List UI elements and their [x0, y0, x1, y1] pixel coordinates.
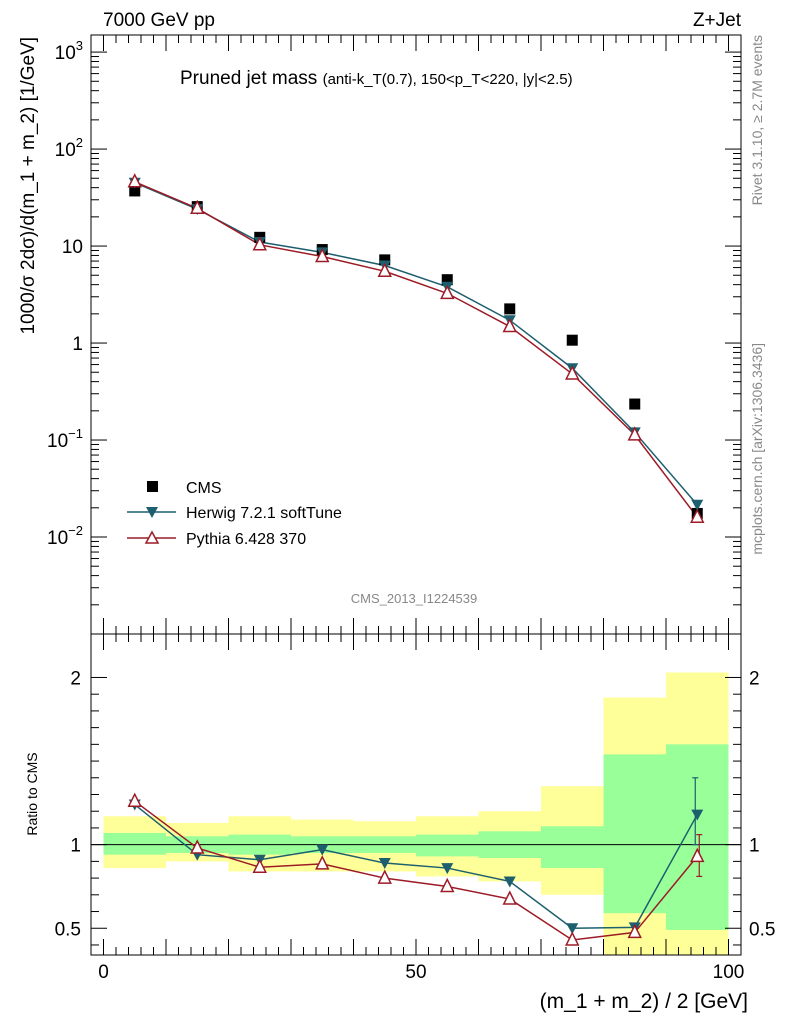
herwig-ratio-point: [691, 809, 704, 821]
main-y-axis-title: 1000/σ 2dσ)/d(m_1 + m_2) [1/GeV]: [18, 37, 39, 335]
energy-label: 7000 GeV pp: [103, 10, 215, 31]
main-y-tick-label: 1: [72, 334, 83, 355]
herwig-ratio-point: [503, 876, 516, 888]
ratio-y-tick-label-right: 0.5: [749, 919, 775, 940]
ratio-y-tick-label: 1: [70, 836, 81, 857]
ratio-y-tick-label-right: 2: [749, 668, 760, 689]
ratio-stat-uncertainty-band: [666, 744, 729, 930]
pythia-ratio-point: [565, 931, 580, 946]
pythia-ratio-point: [690, 847, 705, 863]
plot-title: Pruned jet mass (anti-k_T(0.7), 150<p_T<…: [180, 68, 573, 89]
x-tick-label: 0: [98, 962, 109, 983]
ratio-stat-uncertainty-band: [603, 754, 666, 914]
pythia-main-point: [565, 365, 580, 380]
pythia-main-point: [440, 284, 455, 300]
legend-herwig-marker: [146, 507, 158, 518]
pythia-ratio-point: [502, 890, 517, 905]
legend-cms-label: CMS: [186, 480, 222, 497]
herwig-main-line: [134, 182, 698, 506]
ratio-y-tick-label-right: 1: [749, 836, 760, 857]
ratio-panel: 0.5 0.5 1 1 2 2 0 50 100 Ratio to CMS (m_1 + m_…: [24, 633, 775, 1013]
cms-main-point: [441, 274, 453, 286]
plot-title-detail: (anti-k_T(0.7), 150<p_T<220, |y|<2.5): [323, 71, 573, 88]
pythia-ratio-line: [134, 800, 698, 941]
cms-main-point: [129, 185, 141, 197]
main-y-tick-label: 10−2: [47, 523, 83, 549]
plot-title-main: Pruned jet mass: [180, 68, 317, 89]
pythia-main-point: [502, 317, 517, 333]
legend-pythia-marker: [144, 530, 160, 544]
pythia-ratio-point: [315, 855, 330, 870]
pythia-ratio-point: [127, 792, 142, 807]
legend-pythia-label: Pythia 6.428 370: [186, 531, 306, 548]
ratio-stat-uncertainty-band: [416, 834, 479, 857]
herwig-ratio-point: [378, 858, 391, 870]
legend-herwig-label: Herwig 7.2.1 softTune: [186, 505, 342, 522]
main-y-tick-label: 102: [55, 135, 83, 161]
ratio-stat-uncertainty-band: [541, 826, 604, 869]
cms-main-point: [629, 398, 641, 410]
ratio-y-tick-label: 0.5: [55, 919, 81, 940]
pythia-ratio-point: [440, 877, 455, 893]
cms-main-point: [379, 254, 391, 266]
x-tick-label: 50: [405, 962, 426, 983]
ratio-stat-uncertainty-band: [103, 832, 166, 855]
cms-main-point: [566, 334, 578, 346]
x-tick-label: 100: [713, 962, 745, 983]
pythia-ratio-point: [627, 923, 642, 939]
pythia-main-point: [127, 173, 142, 188]
pythia-main-point: [315, 247, 330, 263]
legend-cms-marker: [147, 481, 158, 492]
main-panel: Pruned jet mass (anti-k_T(0.7), 150<p_T<…: [18, 34, 742, 635]
pythia-ratio-point: [252, 858, 267, 873]
pythia-main-line: [134, 181, 698, 518]
herwig-ratio-point: [316, 844, 329, 856]
herwig-main-point: [691, 499, 704, 511]
legend: CMS Herwig 7.2.1 softTune Pythia 6.428 3…: [127, 480, 342, 548]
pythia-main-point: [190, 199, 205, 215]
ratio-y-tick-label: 2: [70, 668, 81, 689]
cms-main-point: [504, 303, 516, 315]
main-y-tick-label: 103: [55, 38, 83, 64]
main-y-tick-label: 10: [62, 237, 83, 258]
herwig-ratio-point: [566, 923, 579, 935]
analysis-id: CMS_2013_I1224539: [351, 591, 478, 606]
source-label: mcplots.cern.ch [arXiv:1306.3436]: [749, 343, 765, 555]
main-y-tick-label: 10−1: [47, 426, 83, 452]
herwig-ratio-point: [441, 863, 454, 875]
rivet-label: Rivet 3.1.10, ≥ 2.7M events: [749, 35, 765, 205]
pythia-ratio-point: [377, 869, 392, 884]
process-label: Z+Jet: [693, 10, 742, 31]
pythia-main-point: [627, 426, 642, 441]
x-axis-title: (m_1 + m_2) / 2 [GeV]: [540, 990, 748, 1013]
ratio-y-axis-title: Ratio to CMS: [24, 752, 40, 835]
pythia-main-point: [252, 236, 267, 251]
pythia-main-point: [377, 262, 392, 277]
pythia-main-point: [690, 508, 705, 523]
pythia-ratio-point: [190, 839, 205, 854]
